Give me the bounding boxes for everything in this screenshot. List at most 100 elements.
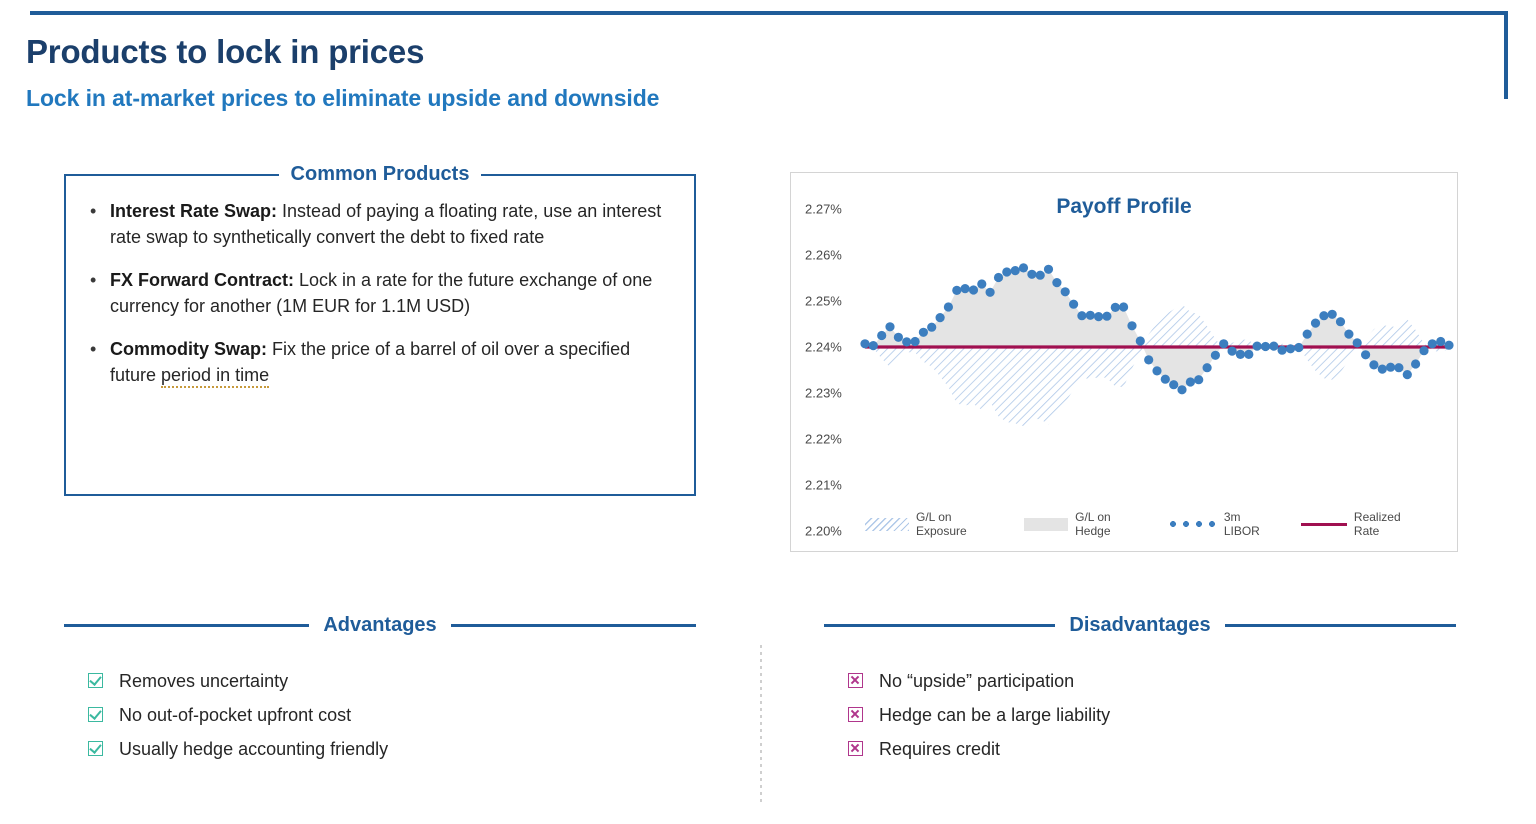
libor-data-point bbox=[985, 287, 995, 297]
libor-data-point bbox=[1127, 321, 1137, 331]
page-subtitle: Lock in at-market prices to eliminate up… bbox=[26, 85, 660, 111]
disadvantage-text: Hedge can be a large liability bbox=[879, 705, 1111, 726]
right-border-rule bbox=[1504, 11, 1508, 99]
libor-data-point bbox=[960, 284, 970, 294]
section-divider bbox=[760, 645, 762, 803]
page-title: Products to lock in prices bbox=[26, 33, 425, 70]
libor-data-point bbox=[1177, 385, 1187, 395]
libor-data-point bbox=[1402, 370, 1412, 380]
libor-data-point bbox=[968, 285, 979, 295]
libor-data-point bbox=[885, 322, 895, 332]
common-products-list: • Interest Rate Swap: Instead of paying … bbox=[86, 198, 678, 405]
solid-line-swatch-icon bbox=[1301, 522, 1347, 526]
hedge-area bbox=[865, 267, 1449, 390]
libor-data-point bbox=[1210, 350, 1220, 360]
check-box-icon bbox=[88, 673, 103, 688]
libor-data-point bbox=[910, 336, 920, 347]
legend-label: G/L on Hedge bbox=[1075, 510, 1111, 538]
chart-plot-area bbox=[860, 263, 1454, 427]
disadvantages-heading: Disadvantages bbox=[824, 612, 1457, 638]
libor-data-point bbox=[952, 285, 962, 295]
libor-data-point bbox=[1027, 269, 1037, 279]
heading-rule-left bbox=[64, 623, 310, 627]
payoff-profile-chart: Payoff Profile 2.27% 2.26% 2.25% 2.24% 2… bbox=[790, 172, 1458, 552]
libor-data-point bbox=[1235, 349, 1245, 359]
libor-data-point bbox=[1043, 264, 1054, 274]
top-border-rule bbox=[30, 11, 1508, 15]
advantage-text: Removes uncertainty bbox=[119, 671, 289, 691]
libor-data-point bbox=[1119, 302, 1129, 312]
libor-data-point bbox=[1102, 311, 1112, 321]
libor-data-point bbox=[1310, 318, 1321, 328]
libor-data-point bbox=[1018, 263, 1029, 273]
list-item: No “upside” participation bbox=[848, 670, 1448, 693]
libor-data-point bbox=[1152, 366, 1162, 376]
bullet-icon: • bbox=[90, 201, 97, 221]
disadvantage-text: No “upside” participation bbox=[879, 671, 1075, 691]
bullet-icon: • bbox=[90, 269, 97, 290]
y-axis-tick: 2.27% bbox=[805, 201, 842, 217]
libor-data-point bbox=[1352, 338, 1362, 348]
x-box-icon bbox=[848, 673, 863, 688]
libor-data-point bbox=[1344, 329, 1354, 339]
libor-data-point bbox=[1411, 359, 1421, 369]
filled-area-swatch-icon bbox=[1024, 517, 1069, 531]
libor-data-point bbox=[1244, 349, 1254, 359]
disadvantage-text: Requires credit bbox=[879, 739, 1001, 760]
libor-data-point bbox=[1436, 336, 1446, 347]
libor-data-point bbox=[1319, 311, 1329, 321]
advantages-list: Removes uncertainty No out-of-pocket upf… bbox=[88, 670, 688, 772]
chart-legend: G/L on Exposure G/L on Hedge 3m LIBOR Re… bbox=[865, 510, 1449, 538]
legend-label: 3m LIBOR bbox=[1223, 510, 1260, 538]
product-term: FX Forward Contract: bbox=[110, 269, 295, 290]
product-text: Lock in a rate for the future exchange o… bbox=[110, 269, 653, 317]
product-term: Interest Rate Swap: bbox=[110, 201, 278, 221]
libor-data-point bbox=[1369, 360, 1379, 370]
libor-data-point bbox=[1185, 377, 1195, 387]
heading-rule-left bbox=[824, 623, 1056, 627]
y-axis-tick: 2.23% bbox=[805, 385, 842, 401]
spellcheck-flagged-text: period in time bbox=[161, 365, 270, 389]
libor-data-point bbox=[977, 279, 987, 289]
legend-item-libor: 3m LIBOR bbox=[1169, 510, 1275, 538]
libor-data-point bbox=[1052, 278, 1062, 288]
libor-data-point bbox=[1377, 364, 1387, 374]
libor-data-point bbox=[877, 330, 887, 341]
legend-label: Realized Rate bbox=[1353, 510, 1401, 538]
libor-data-point bbox=[868, 341, 878, 351]
libor-data-point bbox=[1269, 341, 1279, 351]
libor-data-point bbox=[1361, 350, 1371, 360]
libor-data-point bbox=[1444, 340, 1454, 350]
product-text: Fix the price of a barrel of oil over a … bbox=[110, 338, 631, 386]
libor-data-point bbox=[1419, 346, 1429, 356]
advantages-heading: Advantages bbox=[64, 612, 696, 638]
libor-data-point bbox=[1219, 339, 1229, 349]
libor-data-point bbox=[1202, 363, 1212, 373]
list-item: Removes uncertainty bbox=[88, 670, 688, 693]
libor-data-point bbox=[927, 322, 937, 332]
list-item: No out-of-pocket upfront cost bbox=[88, 704, 688, 727]
product-term: Commodity Swap: bbox=[110, 338, 268, 359]
libor-data-point bbox=[1169, 380, 1179, 390]
bullet-icon: • bbox=[90, 338, 97, 359]
y-axis-tick: 2.24% bbox=[805, 339, 842, 355]
list-item: • Commodity Swap: Fix the price of a bar… bbox=[86, 336, 678, 389]
libor-data-point bbox=[1085, 310, 1095, 320]
advantage-text: Usually hedge accounting friendly bbox=[119, 739, 389, 760]
libor-data-point bbox=[860, 339, 870, 349]
legend-item-realized: Realized Rate bbox=[1301, 510, 1423, 538]
check-box-icon bbox=[88, 741, 103, 757]
libor-data-point bbox=[893, 332, 903, 342]
libor-data-point bbox=[1327, 309, 1337, 319]
x-box-icon bbox=[848, 707, 863, 723]
product-text: Instead of paying a floating rate, use a… bbox=[110, 201, 662, 248]
libor-data-point bbox=[1110, 302, 1120, 312]
dotted-marker-swatch-icon bbox=[1169, 521, 1217, 527]
list-item: Hedge can be a large liability bbox=[848, 704, 1448, 727]
advantage-text: No out-of-pocket upfront cost bbox=[119, 705, 352, 726]
libor-data-point bbox=[918, 327, 928, 337]
legend-item-exposure: G/L on Exposure bbox=[865, 510, 998, 538]
y-axis-tick: 2.22% bbox=[805, 431, 842, 447]
libor-data-point bbox=[1069, 299, 1079, 309]
